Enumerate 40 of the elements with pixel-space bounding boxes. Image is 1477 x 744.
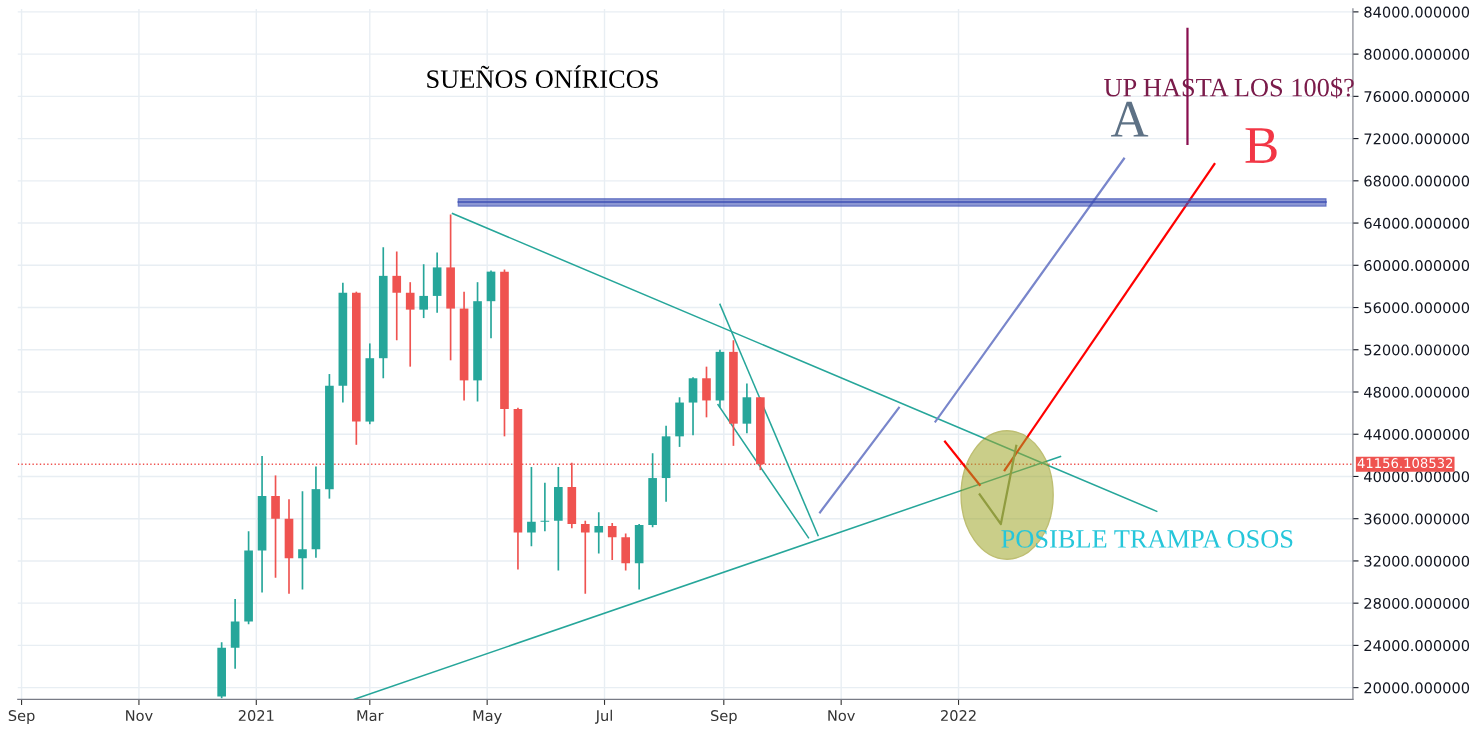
y-tick-label: 64000.000000 — [1364, 217, 1470, 229]
candlestick — [419, 263, 428, 319]
annotation: A — [1111, 101, 1149, 137]
y-tick-label: 60000.000000 — [1364, 260, 1470, 272]
annotation: SUEÑOS ONÍRICOS — [427, 65, 658, 89]
annotation: B — [1245, 128, 1277, 163]
x-tick-label: 2021 — [238, 710, 274, 722]
x-tick-label: Sep — [711, 710, 737, 724]
y-tick-label: 44000.000000 — [1364, 428, 1470, 440]
x-tick-label: Mar — [357, 710, 384, 722]
y-tick-label: 52000.000000 — [1364, 344, 1470, 356]
y-tick-label: 48000.000000 — [1364, 386, 1470, 398]
y-tick-label: 80000.000000 — [1364, 48, 1470, 60]
candlestick — [405, 281, 415, 368]
candlestick — [271, 474, 280, 579]
ref-line-label: 41156.108532 — [1357, 458, 1453, 469]
x-tick-label: Nov — [126, 710, 153, 722]
y-tick-label: 72000.000000 — [1364, 133, 1470, 145]
y-tick-label: 76000.000000 — [1364, 91, 1470, 103]
x-tick-label: 2022 — [941, 710, 976, 722]
y-tick-label: 36000.000000 — [1364, 513, 1470, 525]
y-tick-label: 68000.000000 — [1364, 175, 1470, 187]
y-tick-label: 32000.000000 — [1364, 555, 1470, 567]
candlestick — [702, 365, 711, 419]
candlestick — [594, 511, 604, 555]
candlestick — [298, 490, 307, 591]
x-tick-label: Sep — [8, 710, 35, 724]
candlestick — [580, 519, 590, 595]
candlestick — [607, 522, 617, 561]
candlestick — [392, 250, 402, 342]
y-tick-label: 28000.000000 — [1364, 597, 1470, 609]
y-tick-label: 84000.000000 — [1364, 6, 1470, 18]
x-tick-label: May — [473, 710, 502, 724]
x-tick-label: Jul — [594, 709, 612, 724]
candlestick — [527, 466, 536, 547]
x-tick-label: Nov — [828, 710, 855, 722]
y-tick-label: 24000.000000 — [1364, 640, 1470, 652]
y-tick-label: 56000.000000 — [1364, 302, 1470, 314]
y-tick-label: 40000.000000 — [1364, 471, 1470, 483]
y-tick-label: 20000.000000 — [1364, 682, 1470, 694]
